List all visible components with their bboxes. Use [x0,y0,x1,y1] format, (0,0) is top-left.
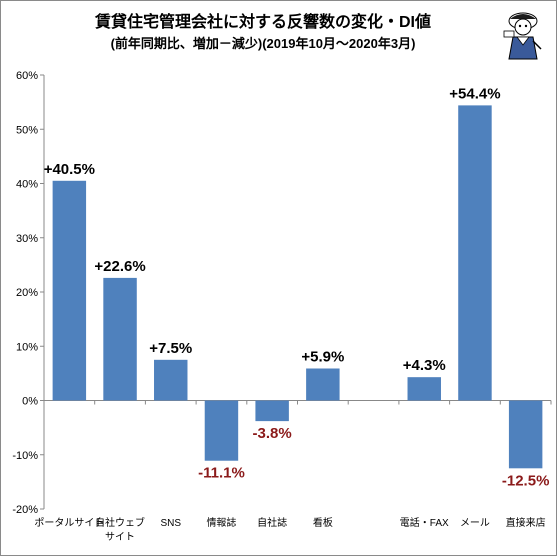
data-label: +4.3% [403,357,446,374]
category-label: ポータルサイト [34,517,104,529]
bar [52,180,87,401]
mascot-illustration-icon [503,12,542,60]
category-label: メール [460,518,490,529]
y-tick-label: 40% [16,179,38,191]
data-label: -3.8% [253,425,292,442]
y-tick-label: 0% [22,396,38,408]
data-label: +22.6% [94,258,145,275]
bar [458,105,492,401]
chart-title: 賃貸住宅管理会社に対する反響数の変化・DI値 [94,12,431,31]
category-label: 情報誌 [206,516,236,529]
y-tick-label: 10% [16,341,38,353]
category-label: 直接来店 [506,516,546,529]
data-label: +5.9% [301,348,344,365]
data-label: -11.1% [198,465,245,482]
y-tick-label: 60% [16,70,38,82]
y-tick-label: 30% [16,233,38,245]
data-label: +7.5% [149,340,192,357]
bar [306,368,340,401]
category-label: 電話・FAX [400,516,449,529]
bar [255,400,289,422]
chart-subtitle: (前年同期比、増加－減少)(2019年10月～2020年3月) [111,36,416,51]
y-tick-label: 50% [16,124,38,136]
bar [154,359,188,401]
data-label: +54.4% [449,85,500,102]
data-label: -12.5% [502,472,550,489]
bars [52,105,543,469]
bar [204,400,239,461]
category-label: 自社ウェブ [95,516,145,529]
bar [508,400,543,469]
y-tick-label: -10% [12,450,38,462]
bar [103,277,137,401]
data-label: +40.5% [44,161,95,178]
category-label: 自社誌 [257,516,287,529]
y-tick-label: -20% [12,504,38,516]
bar [407,377,441,401]
y-tick-label: 20% [16,287,38,299]
category-label: SNS [160,518,181,529]
data-labels: +40.5% +22.6% +7.5% -11.1% -3.8% +5.9% +4.3% +5… [44,85,550,489]
category-label: サイト [105,531,135,543]
category-label: 看板 [313,516,333,529]
